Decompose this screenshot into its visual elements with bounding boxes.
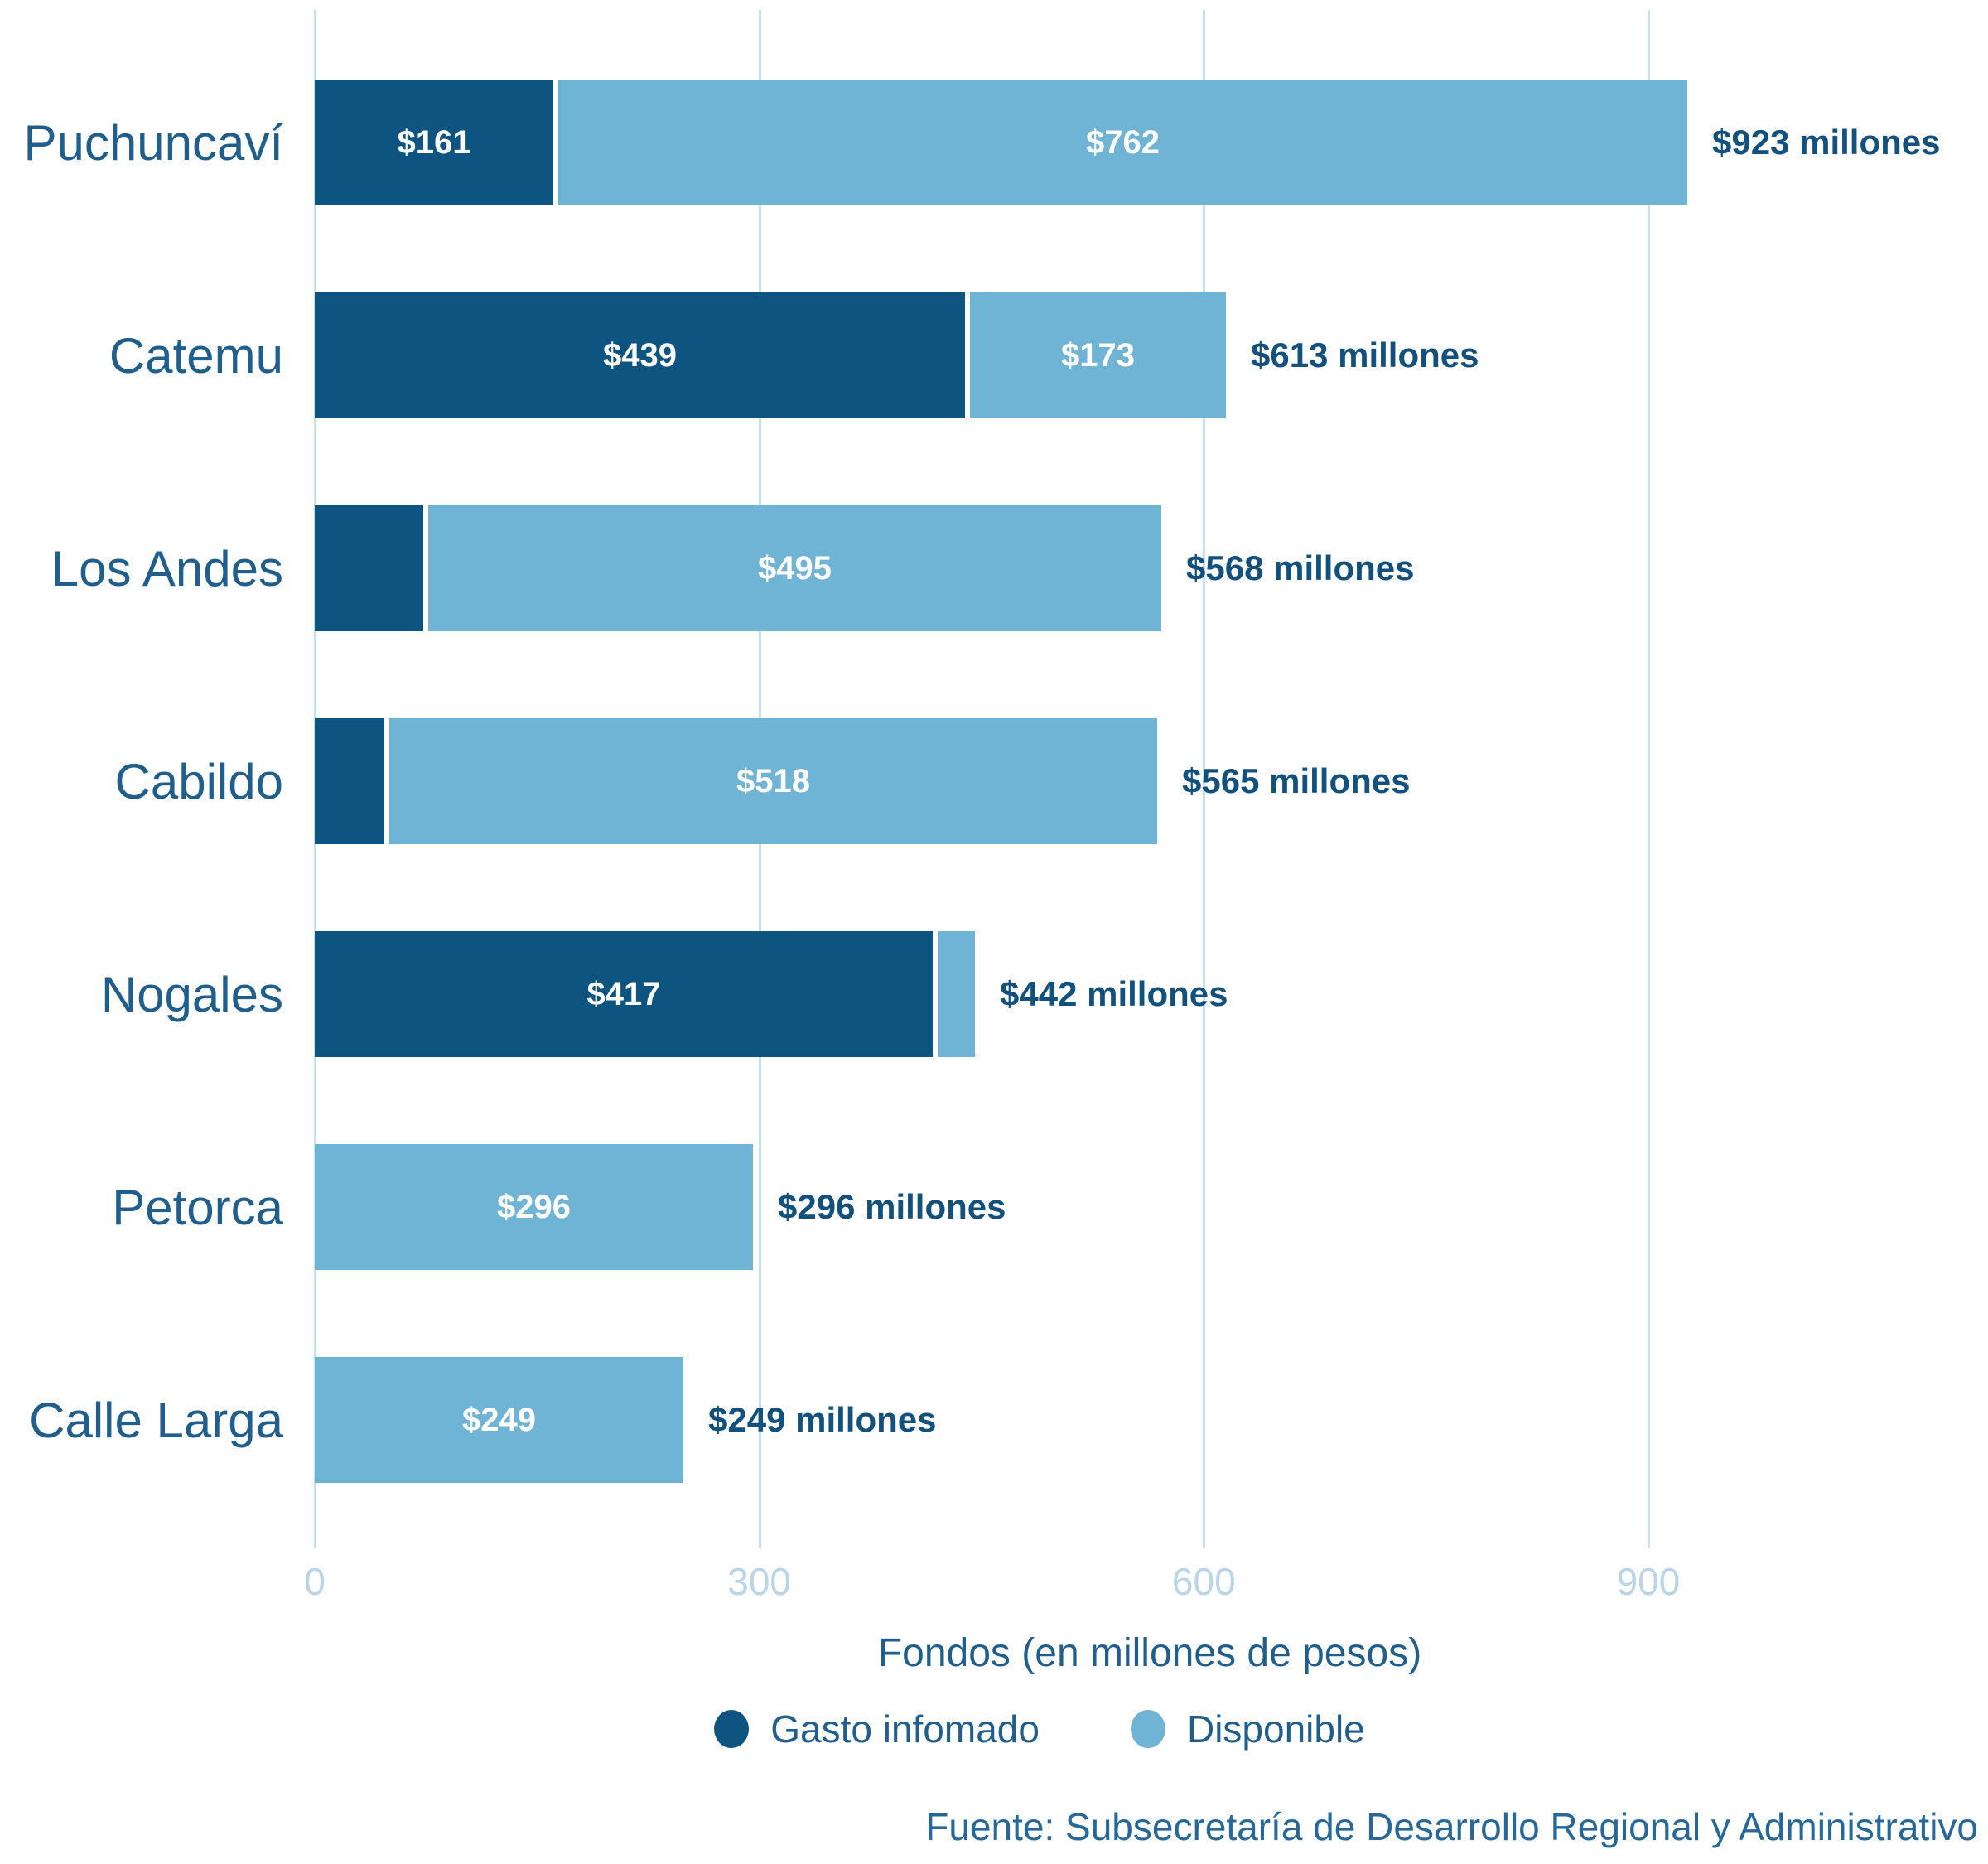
x-tick-label-600: 600 [1171, 1560, 1236, 1603]
total-label-2: $613 millones [1251, 336, 1479, 374]
total-label-3: $568 millones [1186, 548, 1415, 587]
bar-segment-gasto [315, 505, 423, 631]
bar-row-7: $249 [315, 1357, 683, 1483]
legend-swatch-gasto-icon [714, 1710, 750, 1748]
gridline-600 [1203, 10, 1206, 1548]
legend-swatch-disponible-icon [1130, 1710, 1165, 1748]
bar-segment-disponible [938, 931, 975, 1057]
legend-item-gasto: Gasto infomado [714, 1707, 1040, 1751]
bar-segment-gasto [315, 718, 384, 844]
bar-row-6: $296 [315, 1144, 753, 1270]
category-label-3: Los Andes [51, 540, 283, 596]
legend: Gasto infomado Disponible [46, 1707, 1988, 1751]
x-axis-title: Fondos (en millones de pesos) [877, 1631, 1422, 1675]
category-label-1: Puchuncaví [23, 114, 283, 171]
x-tick-label-300: 300 [727, 1560, 792, 1603]
category-label-5: Nogales [100, 966, 283, 1022]
bar-value-label: $439 [603, 336, 677, 374]
bar-segment-disponible: $762 [558, 80, 1687, 205]
bar-value-label: $762 [1086, 123, 1160, 161]
x-tick-label-0: 0 [304, 1560, 326, 1603]
bar-segment-disponible: $495 [428, 505, 1161, 631]
legend-item-disponible: Disponible [1130, 1707, 1365, 1751]
total-label-5: $442 millones [1000, 974, 1228, 1013]
bar-row-2: $439 $173 [315, 292, 1226, 418]
total-label-4: $565 millones [1182, 761, 1411, 800]
bar-value-label: $495 [758, 549, 832, 587]
category-label-7: Calle Larga [29, 1392, 283, 1448]
bar-row-1: $161 $762 [315, 80, 1687, 205]
legend-label-disponible: Disponible [1186, 1707, 1365, 1751]
total-label-1: $923 millones [1712, 123, 1941, 162]
bar-value-label: $518 [736, 762, 810, 799]
x-tick-label-900: 900 [1616, 1560, 1681, 1603]
bar-segment-disponible: $518 [389, 718, 1157, 844]
bar-segment-disponible: $249 [315, 1357, 683, 1483]
category-label-2: Catemu [109, 327, 283, 384]
category-label-4: Cabildo [114, 753, 283, 809]
bar-segment-gasto: $439 [315, 292, 965, 418]
bar-value-label: $249 [462, 1401, 536, 1438]
category-label-6: Petorca [112, 1179, 283, 1235]
plot-area: $161 $762 $923 millones $439 $173 $613 millon… [314, 10, 1985, 1548]
total-label-6: $296 millones [778, 1187, 1006, 1226]
bar-row-5: $417 [315, 931, 975, 1057]
bar-value-label: $417 [586, 975, 661, 1012]
bar-row-3: $495 [315, 505, 1161, 631]
source-note: Fuente: Subsecretaría de Desarrollo Regi… [925, 1805, 1978, 1848]
bar-segment-gasto: $417 [315, 931, 933, 1057]
bar-value-label: $173 [1061, 336, 1135, 374]
bar-row-4: $518 [315, 718, 1157, 844]
bar-segment-gasto: $161 [315, 80, 553, 205]
legend-label-gasto: Gasto infomado [770, 1707, 1040, 1751]
gridline-900 [1647, 10, 1650, 1548]
total-label-7: $249 millones [708, 1400, 937, 1439]
bar-value-label: $296 [497, 1188, 571, 1225]
bar-value-label: $161 [397, 123, 471, 161]
bar-segment-disponible: $173 [970, 292, 1226, 418]
bar-segment-disponible: $296 [315, 1144, 753, 1270]
